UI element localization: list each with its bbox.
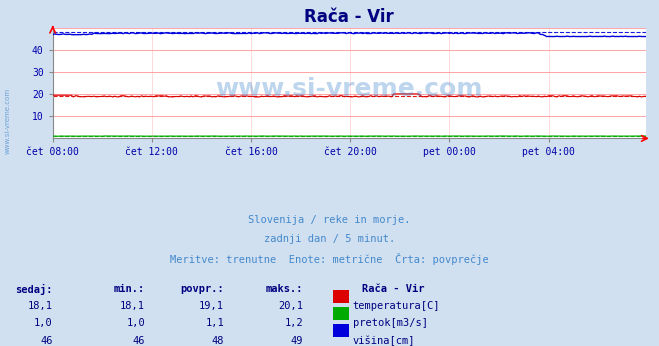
Text: zadnji dan / 5 minut.: zadnji dan / 5 minut. <box>264 234 395 244</box>
Text: min.:: min.: <box>114 284 145 294</box>
Text: Slovenija / reke in morje.: Slovenija / reke in morje. <box>248 215 411 225</box>
Text: 49: 49 <box>291 336 303 346</box>
Text: maks.:: maks.: <box>266 284 303 294</box>
Text: www.si-vreme.com: www.si-vreme.com <box>215 76 483 101</box>
Text: 48: 48 <box>212 336 224 346</box>
Text: 1,2: 1,2 <box>285 318 303 328</box>
Text: 1,0: 1,0 <box>127 318 145 328</box>
Text: sedaj:: sedaj: <box>15 284 53 295</box>
Text: 46: 46 <box>40 336 53 346</box>
Text: 19,1: 19,1 <box>199 301 224 311</box>
Text: 1,0: 1,0 <box>34 318 53 328</box>
Text: 18,1: 18,1 <box>120 301 145 311</box>
Text: 18,1: 18,1 <box>28 301 53 311</box>
Text: višina[cm]: višina[cm] <box>353 336 415 346</box>
Text: 1,1: 1,1 <box>206 318 224 328</box>
Text: 20,1: 20,1 <box>278 301 303 311</box>
Text: Meritve: trenutne  Enote: metrične  Črta: povprečje: Meritve: trenutne Enote: metrične Črta: … <box>170 253 489 265</box>
Text: www.si-vreme.com: www.si-vreme.com <box>5 88 11 154</box>
Text: 46: 46 <box>132 336 145 346</box>
Text: Rača - Vir: Rača - Vir <box>362 284 425 294</box>
Title: Rača - Vir: Rača - Vir <box>304 8 394 26</box>
Text: povpr.:: povpr.: <box>181 284 224 294</box>
Text: temperatura[C]: temperatura[C] <box>353 301 440 311</box>
Text: pretok[m3/s]: pretok[m3/s] <box>353 318 428 328</box>
